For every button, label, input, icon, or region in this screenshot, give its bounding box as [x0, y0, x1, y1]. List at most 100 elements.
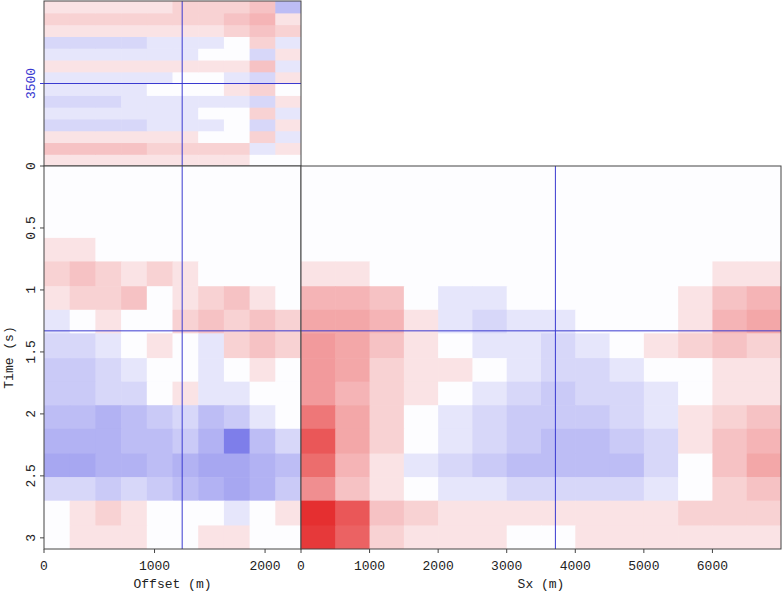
- cell: [275, 214, 301, 238]
- cell: [44, 382, 70, 406]
- cell: [275, 36, 301, 48]
- cell: [70, 25, 96, 37]
- cell: [198, 429, 224, 454]
- cell: [95, 525, 121, 549]
- cell: [198, 405, 224, 429]
- x-axis-title: Offset (m): [133, 577, 211, 592]
- cell: [147, 166, 173, 190]
- cell: [224, 154, 250, 166]
- cell: [301, 525, 336, 549]
- cell: [95, 36, 121, 48]
- cell: [147, 405, 173, 429]
- cell: [224, 310, 250, 334]
- cell: [335, 238, 370, 262]
- cell: [541, 501, 576, 526]
- cell: [147, 13, 173, 25]
- cell: [370, 166, 405, 190]
- cell: [44, 261, 70, 286]
- cell: [70, 142, 96, 154]
- cell: [173, 107, 199, 119]
- cell: [95, 405, 121, 429]
- cell: [644, 310, 679, 334]
- cell: [95, 238, 121, 262]
- cell: [198, 48, 224, 60]
- cell: [438, 286, 473, 310]
- cell: [610, 166, 645, 190]
- cell: [121, 72, 147, 84]
- cursor-line: [44, 330, 301, 331]
- cell: [275, 154, 301, 166]
- cell: [335, 454, 370, 478]
- cell: [644, 333, 679, 358]
- cell: [70, 48, 96, 60]
- cell: [301, 501, 336, 526]
- x-tick-label: 2000: [423, 559, 454, 574]
- cell: [44, 477, 70, 501]
- cell: [747, 333, 781, 358]
- cell: [250, 525, 276, 549]
- cell: [404, 190, 439, 215]
- cell: [147, 238, 173, 262]
- cell: [575, 166, 610, 190]
- cell: [712, 190, 747, 215]
- cell: [575, 358, 610, 382]
- cell: [224, 1, 250, 13]
- cell: [95, 429, 121, 454]
- cell: [712, 333, 747, 358]
- cell: [173, 501, 199, 526]
- x-tick: [154, 549, 155, 553]
- cell: [275, 454, 301, 478]
- cell: [147, 214, 173, 238]
- cell: [44, 48, 70, 60]
- cell: [678, 166, 713, 190]
- cell: [250, 60, 276, 72]
- cell: [275, 1, 301, 13]
- cell: [173, 525, 199, 549]
- cell: [644, 525, 679, 549]
- cell: [275, 358, 301, 382]
- cell: [404, 429, 439, 454]
- cell: [250, 310, 276, 334]
- cell: [507, 214, 542, 238]
- cell: [747, 429, 781, 454]
- cell: [678, 238, 713, 262]
- cell: [70, 95, 96, 107]
- cell: [541, 382, 576, 406]
- cell: [610, 190, 645, 215]
- cell: [712, 238, 747, 262]
- cell: [198, 119, 224, 131]
- cell: [610, 310, 645, 334]
- cell: [370, 310, 405, 334]
- cell: [198, 190, 224, 215]
- cell: [404, 166, 439, 190]
- cell: [198, 333, 224, 358]
- cell: [610, 238, 645, 262]
- cell: [224, 286, 250, 310]
- cell: [575, 382, 610, 406]
- cell: [507, 358, 542, 382]
- cell: [275, 60, 301, 72]
- cell: [224, 454, 250, 478]
- cell: [70, 36, 96, 48]
- cell: [541, 166, 576, 190]
- cell: [95, 107, 121, 119]
- y-tick: [40, 413, 44, 414]
- cell: [541, 477, 576, 501]
- cell: [44, 358, 70, 382]
- cell: [404, 310, 439, 334]
- cell: [44, 310, 70, 334]
- cell: [575, 214, 610, 238]
- cell: [507, 333, 542, 358]
- cell: [173, 95, 199, 107]
- cell: [472, 261, 507, 286]
- cell: [95, 261, 121, 286]
- cell: [438, 358, 473, 382]
- cell: [370, 382, 405, 406]
- cell: [121, 310, 147, 334]
- cell: [95, 95, 121, 107]
- cell: [224, 119, 250, 131]
- cell: [575, 501, 610, 526]
- cell: [644, 382, 679, 406]
- cell: [507, 454, 542, 478]
- cell: [250, 1, 276, 13]
